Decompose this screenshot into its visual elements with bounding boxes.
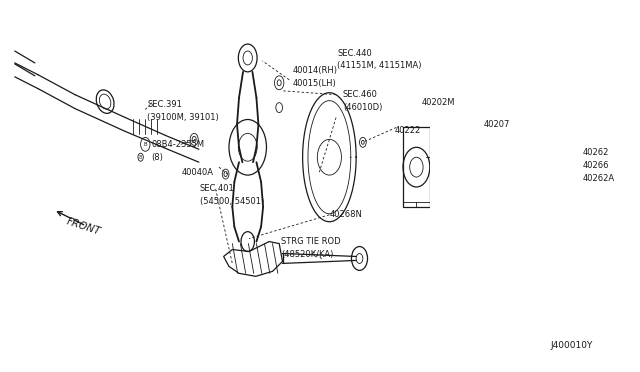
Text: (8): (8) bbox=[151, 153, 163, 162]
Text: 40266: 40266 bbox=[582, 161, 609, 170]
Text: FRONT: FRONT bbox=[65, 217, 102, 237]
Text: (54500, 54501): (54500, 54501) bbox=[200, 198, 264, 206]
Text: SEC.460: SEC.460 bbox=[343, 90, 378, 99]
Text: 40207: 40207 bbox=[483, 120, 509, 129]
Text: B: B bbox=[143, 142, 147, 147]
Text: 40202M: 40202M bbox=[422, 98, 455, 107]
Text: 40262: 40262 bbox=[582, 148, 609, 157]
Text: STRG TIE ROD: STRG TIE ROD bbox=[281, 237, 341, 246]
Text: 40222: 40222 bbox=[395, 126, 421, 135]
Text: 40014(RH): 40014(RH) bbox=[292, 66, 337, 76]
Text: (46010D): (46010D) bbox=[343, 103, 382, 112]
Text: 40040A: 40040A bbox=[182, 168, 214, 177]
Text: 40015(LH): 40015(LH) bbox=[292, 79, 336, 88]
Text: J400010Y: J400010Y bbox=[550, 341, 593, 350]
Text: SEC.401: SEC.401 bbox=[200, 185, 234, 193]
Text: SEC.391: SEC.391 bbox=[147, 100, 182, 109]
Text: 40268N: 40268N bbox=[330, 210, 362, 219]
Text: 8: 8 bbox=[139, 155, 142, 160]
Text: 08B4-2355M: 08B4-2355M bbox=[151, 140, 204, 149]
Text: (41151M, 41151MA): (41151M, 41151MA) bbox=[337, 61, 422, 70]
Bar bbox=[403, 128, 430, 207]
Text: 40262A: 40262A bbox=[582, 174, 614, 183]
Text: (48520K/KA): (48520K/KA) bbox=[281, 250, 333, 259]
Text: SEC.440: SEC.440 bbox=[337, 48, 372, 58]
Text: (39100M, 39101): (39100M, 39101) bbox=[147, 113, 219, 122]
